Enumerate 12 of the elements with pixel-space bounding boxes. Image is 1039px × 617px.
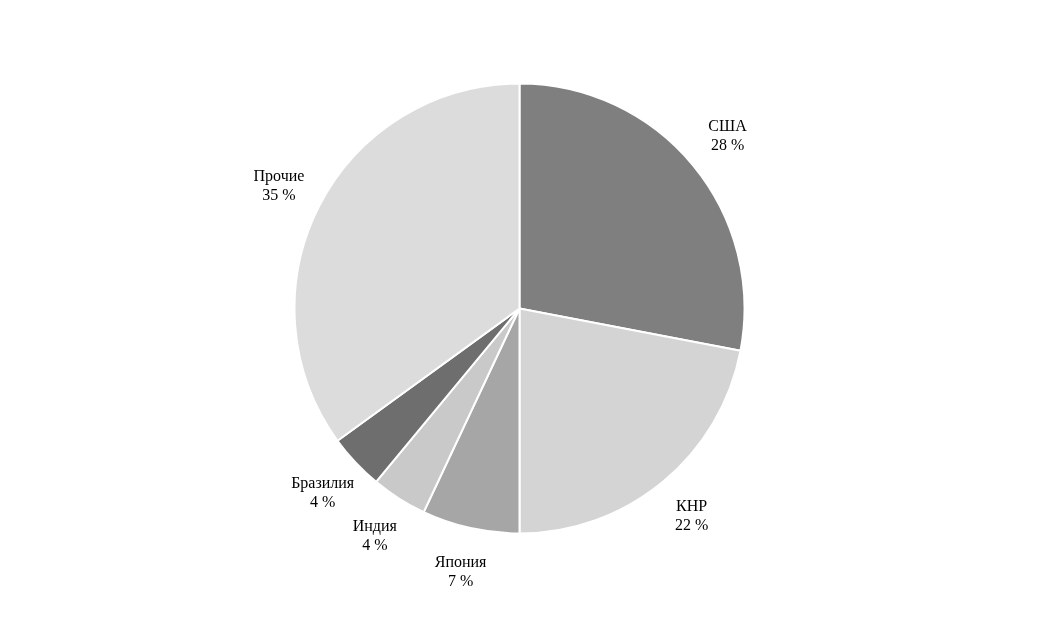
slice-label: Япония: [434, 552, 488, 570]
slice-label: Индия: [352, 517, 398, 536]
data-label: 4 %: [362, 536, 388, 554]
data-label: 35 %: [262, 185, 296, 203]
slice-label: КНР: [676, 497, 708, 515]
data-label: 28 %: [710, 136, 745, 154]
data-label: 7 %: [447, 571, 474, 589]
data-label: 22 %: [674, 516, 709, 534]
data-label: 4 %: [310, 493, 336, 511]
slice-label: США: [708, 117, 748, 135]
slice-label: Бразилия: [291, 474, 355, 493]
slice-label: Прочие: [253, 166, 305, 185]
